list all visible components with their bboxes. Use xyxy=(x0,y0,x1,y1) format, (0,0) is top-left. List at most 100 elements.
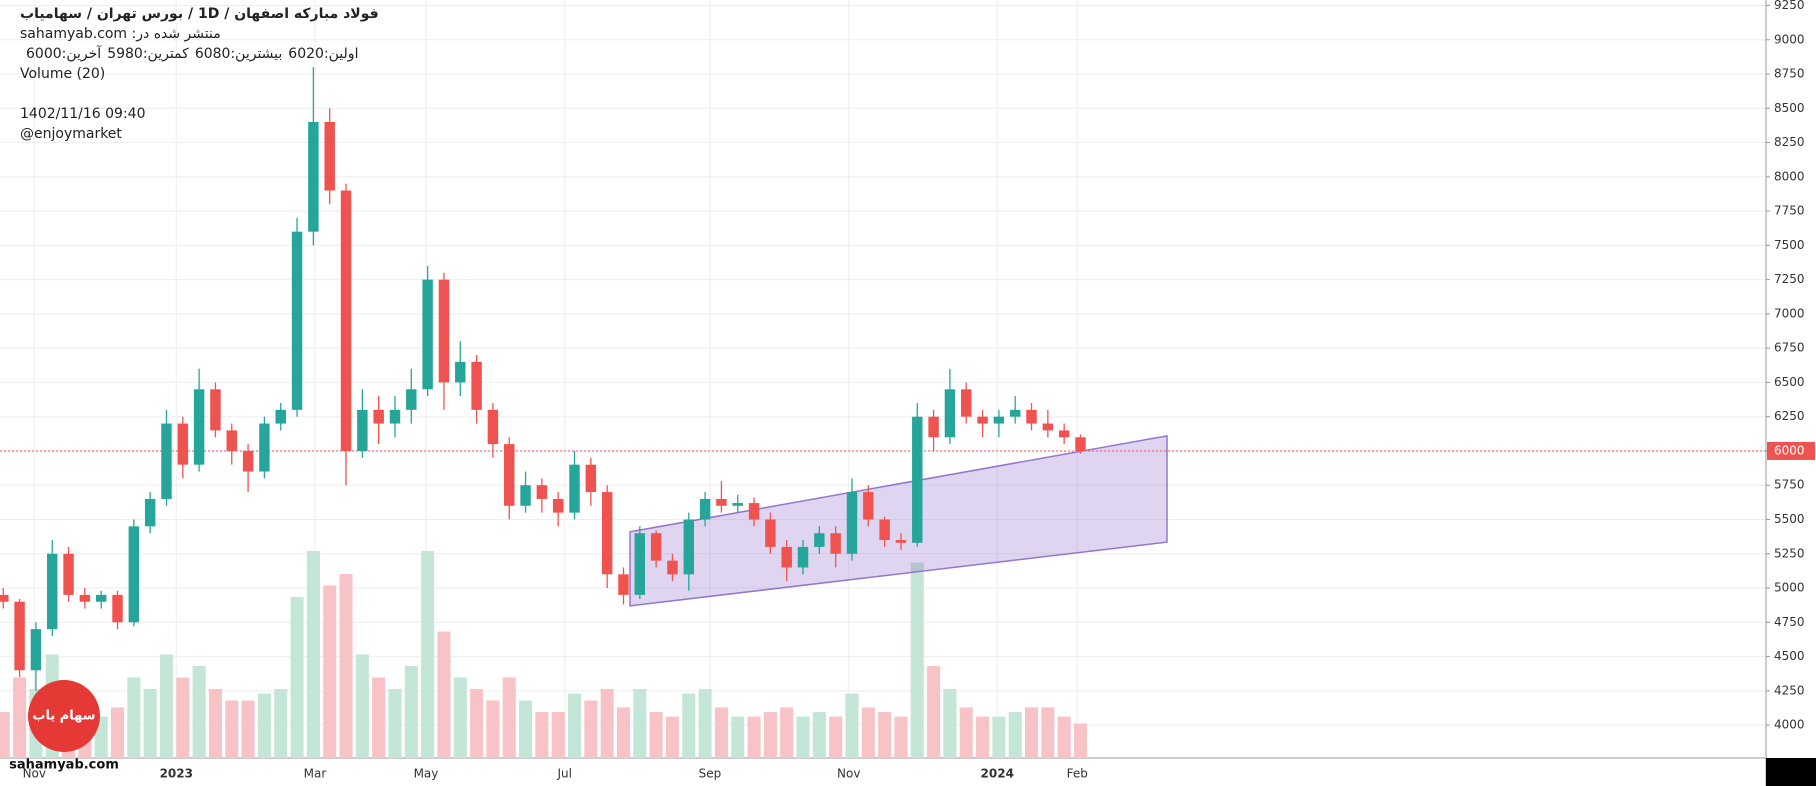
y-tick-label: 6250 xyxy=(1774,409,1805,423)
last-price-label: 6000 xyxy=(1774,443,1805,457)
candle-body xyxy=(912,416,923,543)
candle-body xyxy=(1058,430,1070,438)
volume-bar xyxy=(600,689,614,758)
volume-bar xyxy=(372,677,386,758)
volume-bar xyxy=(127,677,141,758)
volume-bar xyxy=(878,712,892,758)
candle-body xyxy=(177,423,189,465)
volume-bar xyxy=(1057,716,1071,758)
candle-body xyxy=(961,389,972,417)
legend-label: کمترین: xyxy=(142,46,189,62)
candle-body xyxy=(63,553,74,595)
volume-bar xyxy=(159,654,174,758)
candle-body xyxy=(814,533,825,547)
volume-bar xyxy=(861,707,875,758)
candle-body xyxy=(1042,423,1054,431)
candle-body xyxy=(438,279,450,383)
candle-body xyxy=(471,361,482,410)
logo xyxy=(28,680,100,752)
volume-bar xyxy=(698,689,712,758)
y-tick-label: 6500 xyxy=(1774,375,1805,389)
volume-bar xyxy=(323,585,337,758)
candle-body xyxy=(455,361,466,383)
candle-body xyxy=(210,389,221,431)
axis-corner xyxy=(1766,758,1816,786)
candle-body xyxy=(781,546,792,568)
volume-bar xyxy=(241,700,255,758)
volume-bar xyxy=(355,654,369,758)
volume-bar xyxy=(1008,712,1022,758)
candle-body xyxy=(765,519,776,547)
candle-body xyxy=(504,444,515,506)
volume-bar xyxy=(633,689,647,758)
volume-bar xyxy=(829,716,843,758)
y-tick-label: 5250 xyxy=(1774,546,1805,560)
legend-label: بیشترین: xyxy=(230,46,283,62)
y-tick-label: 7000 xyxy=(1774,306,1805,320)
volume-bar xyxy=(567,693,582,758)
y-tick-label: 7250 xyxy=(1774,272,1805,286)
y-tick-label: 4250 xyxy=(1774,683,1805,697)
logo-text: سهام یاب xyxy=(32,709,95,724)
candle-body xyxy=(226,430,237,451)
volume-bar xyxy=(584,700,598,758)
volume-bar xyxy=(274,689,288,758)
candle-body xyxy=(650,533,662,561)
volume-bar xyxy=(616,707,631,758)
volume-bar xyxy=(421,551,435,758)
timestamp: 1402/11/16 09:40 xyxy=(20,106,146,122)
x-tick-label: Nov xyxy=(23,767,46,781)
volume-bar xyxy=(927,666,941,758)
ohlc-legend: اولین:6020بیشترین:6080کمترین:5980آخرین:6… xyxy=(20,46,358,62)
y-tick-label: 9250 xyxy=(1774,0,1805,12)
candle-body xyxy=(1009,409,1021,417)
x-tick-label: 2024 xyxy=(981,767,1014,781)
y-tick-label: 5750 xyxy=(1774,478,1805,492)
candle-body xyxy=(895,540,907,543)
x-tick-label: Jul xyxy=(556,767,571,781)
volume-bar xyxy=(959,707,973,758)
volume-bar xyxy=(551,712,565,758)
candle-body xyxy=(928,416,939,438)
legend-value: 5980 xyxy=(107,46,143,62)
candle-body xyxy=(422,279,433,390)
volume-bar xyxy=(225,700,239,758)
y-tick-label: 4000 xyxy=(1774,718,1805,732)
candle-body xyxy=(977,416,988,424)
volume-bar xyxy=(535,712,549,758)
candle-body xyxy=(618,574,629,595)
volume-bar xyxy=(714,707,728,758)
candle-body xyxy=(128,526,140,623)
volume-bar xyxy=(747,716,761,758)
volume-bar xyxy=(290,597,304,758)
volume-bar xyxy=(404,666,418,758)
site-text: sahamyab.com xyxy=(9,758,119,773)
legend-item: کمترین:5980 xyxy=(107,46,189,62)
candle-body xyxy=(520,485,531,506)
legend-item: بیشترین:6080 xyxy=(195,46,282,62)
candle-body xyxy=(667,560,678,575)
legend-item: آخرین:6000 xyxy=(26,46,101,62)
y-tick-label: 8250 xyxy=(1774,135,1805,149)
candle-body xyxy=(830,533,841,554)
candle-body xyxy=(144,498,156,527)
candle-body xyxy=(324,121,335,191)
candle-body xyxy=(0,594,9,602)
legend-value: 6000 xyxy=(26,46,62,62)
volume-bar xyxy=(453,677,467,758)
candle-body xyxy=(993,416,1005,424)
candle-body xyxy=(797,546,809,568)
x-tick-label: Sep xyxy=(699,767,722,781)
candle-body xyxy=(112,594,123,623)
candle-body xyxy=(748,503,760,520)
candle-body xyxy=(308,121,319,232)
y-tick-label: 5500 xyxy=(1774,512,1805,526)
y-tick-label: 4750 xyxy=(1774,615,1805,629)
volume-bar xyxy=(943,689,957,758)
x-tick-label: May xyxy=(414,767,439,781)
candle-body xyxy=(944,389,956,438)
y-tick-label: 9000 xyxy=(1774,32,1805,46)
candle-body xyxy=(291,231,303,410)
volume-bar xyxy=(1041,707,1055,758)
